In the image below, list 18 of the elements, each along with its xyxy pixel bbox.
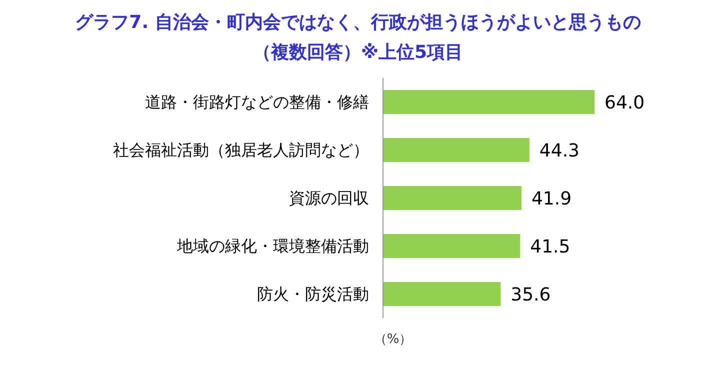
data-label: 44.3 xyxy=(539,140,580,162)
y-tick-label: 道路・街路灯などの整備・修繕 xyxy=(145,92,369,112)
bar xyxy=(383,186,522,210)
y-tick-label: 地域の緑化・環境整備活動 xyxy=(176,236,369,256)
bar xyxy=(383,90,595,114)
data-label: 41.9 xyxy=(531,188,572,210)
y-tick-label: 資源の回収 xyxy=(289,188,369,208)
bar xyxy=(383,138,530,162)
bar xyxy=(383,234,520,258)
y-tick-label: 防火・防災活動 xyxy=(257,284,369,304)
data-label: 41.5 xyxy=(530,236,570,258)
chart-subtitle: （複数回答）※上位5項目 xyxy=(252,41,464,65)
data-label: 64.0 xyxy=(604,92,645,114)
y-tick-label: 社会福祉活動（独居老人訪問など） xyxy=(113,140,369,160)
x-axis-title: （%） xyxy=(372,331,414,348)
bar xyxy=(383,282,501,306)
chart-title: グラフ7. 自治会・町内会ではなく、行政が担うほうがよいと思うもの xyxy=(74,11,642,35)
data-label: 35.6 xyxy=(510,284,551,306)
